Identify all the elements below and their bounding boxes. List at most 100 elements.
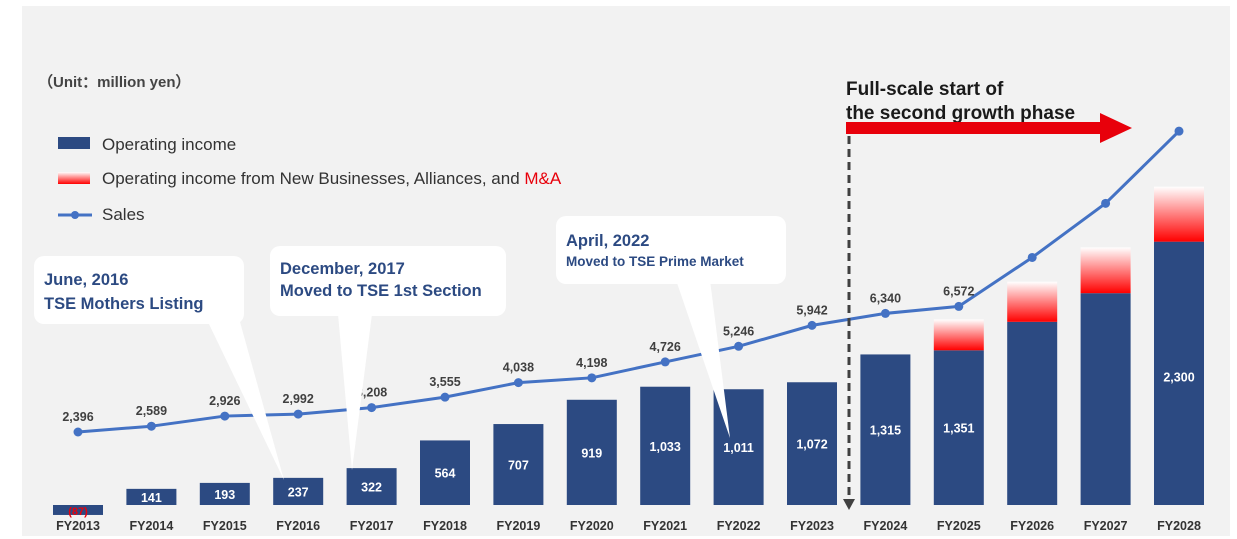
bar-label-fy2019: 707 (508, 459, 529, 473)
bar-label-fy2025: 1,351 (943, 422, 974, 436)
bar-label-fy2013: (87) (68, 506, 88, 518)
bar-new-business-fy2028 (1154, 186, 1204, 242)
category-label-fy2013: FY2013 (56, 519, 100, 533)
category-label-fy2015: FY2015 (203, 519, 247, 533)
category-label-fy2024: FY2024 (864, 519, 908, 533)
bar-label-fy2015: 193 (214, 488, 235, 502)
legend: Operating income Operating income from N… (58, 135, 562, 224)
category-label-fy2017: FY2017 (350, 519, 394, 533)
legend-label-new-business: Operating income from New Businesses, Al… (102, 169, 562, 188)
bar-operating-income-fy2013 (53, 505, 103, 515)
callout-tse-1st-pointer (338, 314, 372, 470)
sales-label-fy2022: 5,246 (723, 324, 754, 338)
bar-operating-income-fy2028 (1154, 241, 1204, 505)
category-label-fy2020: FY2020 (570, 519, 614, 533)
sales-label-fy2016: 2,992 (283, 392, 314, 406)
callout-tse-1st: December, 2017 Moved to TSE 1st Section (270, 246, 506, 470)
bar-label-fy2021: 1,033 (650, 440, 681, 454)
sales-label-fy2014: 2,589 (136, 404, 167, 418)
sales-line-layer: 2,396 2,589 2,926 2,992 3,208 3,555 4,038 4,198… (62, 126, 1184, 437)
callout-tse-mothers: June, 2016 TSE Mothers Listing (34, 256, 284, 480)
legend-swatch-sales-marker (71, 211, 79, 219)
sales-point-fy2016 (293, 409, 303, 419)
bar-operating-income-fy2019 (493, 424, 544, 505)
bar-operating-income-fy2014 (126, 488, 177, 505)
callout-tse-mothers-title: June, 2016 (44, 271, 128, 289)
legend-label-new-business-accent: M&A (524, 169, 562, 188)
bar-label-fy2016: 237 (288, 485, 309, 499)
sales-point-fy2023 (807, 320, 817, 330)
sales-label-fy2025: 6,572 (943, 284, 974, 298)
bar-operating-income-fy2018 (420, 440, 470, 505)
callout-tse-1st-subtitle: Moved to TSE 1st Section (280, 282, 482, 300)
category-label-fy2025: FY2025 (937, 519, 981, 533)
category-label-fy2023: FY2023 (790, 519, 834, 533)
growth-phase-line2: the second growth phase (846, 103, 1075, 124)
callout-tse-mothers-box (34, 256, 244, 324)
callout-tse-prime-subtitle: Moved to TSE Prime Market (566, 254, 744, 269)
sales-point-fy2022 (734, 341, 744, 351)
callout-tse-prime-box (556, 216, 786, 284)
bar-label-fy2014: 141 (141, 491, 162, 505)
category-axis: FY2013 FY2014 FY2015 FY2016 FY2017 FY2018 FY20… (56, 519, 1201, 533)
bar-new-business-fy2025 (933, 319, 984, 351)
callout-tse-prime-pointer (676, 280, 730, 438)
callout-tse-mothers-pointer (208, 322, 284, 480)
bar-label-fy2020: 919 (581, 446, 602, 460)
bar-operating-income-fy2026 (1007, 321, 1058, 505)
category-label-fy2018: FY2018 (423, 519, 467, 533)
category-label-fy2027: FY2027 (1084, 519, 1128, 533)
growth-phase-arrow-shaft (846, 122, 1104, 134)
bar-label-fy2024: 1,315 (870, 424, 901, 438)
bar-new-business-fy2027 (1080, 247, 1131, 294)
sales-point-fy2027 (1101, 198, 1111, 208)
sales-point-fy2015 (220, 411, 230, 421)
growth-phase-arrow-head (1100, 113, 1132, 143)
category-label-fy2021: FY2021 (643, 519, 687, 533)
bars-layer: (87) 141 193 237 322 564 707 919 1,033 1,011 1,072… (53, 186, 1204, 518)
bar-operating-income-fy2015 (199, 482, 250, 505)
legend-label-sales: Sales (102, 205, 145, 224)
sales-label-fy2021: 4,726 (650, 340, 681, 354)
category-label-fy2022: FY2022 (717, 519, 761, 533)
sales-label-fy2017: 3,208 (356, 386, 387, 400)
category-label-fy2028: FY2028 (1157, 519, 1201, 533)
category-label-fy2026: FY2026 (1010, 519, 1054, 533)
bar-operating-income-fy2023 (787, 382, 837, 505)
sales-point-fy2024 (880, 308, 890, 318)
sales-label-fy2024: 6,340 (870, 291, 901, 305)
bar-new-business-fy2026 (1007, 281, 1058, 322)
sales-label-fy2019: 4,038 (503, 361, 534, 375)
growth-phase-line1: Full-scale start of (846, 79, 1004, 100)
callout-tse-1st-title: December, 2017 (280, 260, 405, 278)
legend-label-operating-income: Operating income (102, 135, 236, 154)
sales-label-fy2013: 2,396 (62, 410, 93, 424)
growth-phase-divider-arrow (843, 499, 855, 510)
sales-point-fy2014 (146, 421, 156, 431)
legend-swatch-new-business (58, 172, 90, 184)
sales-point-fy2019 (513, 378, 523, 388)
bar-operating-income-fy2025 (933, 350, 984, 505)
sales-point-fy2018 (440, 392, 450, 402)
bar-operating-income-fy2027 (1080, 293, 1131, 505)
sales-point-fy2017 (367, 403, 377, 413)
bar-label-fy2023: 1,072 (796, 438, 827, 452)
bar-label-fy2018: 564 (435, 467, 456, 481)
sales-point-fy2025 (954, 301, 964, 311)
bar-label-fy2017: 322 (361, 481, 382, 495)
sales-point-fy2020 (587, 373, 597, 383)
bar-operating-income-fy2016 (273, 477, 324, 505)
category-label-fy2019: FY2019 (497, 519, 541, 533)
bar-operating-income-fy2024 (860, 354, 911, 505)
legend-swatch-operating-income (58, 137, 90, 149)
growth-phase-annotation: Full-scale start of the second growth ph… (843, 79, 1132, 510)
callout-tse-prime-title: April, 2022 (566, 232, 649, 250)
sales-label-fy2018: 3,555 (429, 375, 460, 389)
sales-label-fy2015: 2,926 (209, 394, 240, 408)
bar-operating-income-fy2021 (640, 386, 691, 505)
sales-point-fy2013 (73, 427, 83, 437)
sales-point-fy2028 (1174, 126, 1184, 136)
bar-label-fy2022: 1,011 (723, 441, 754, 455)
